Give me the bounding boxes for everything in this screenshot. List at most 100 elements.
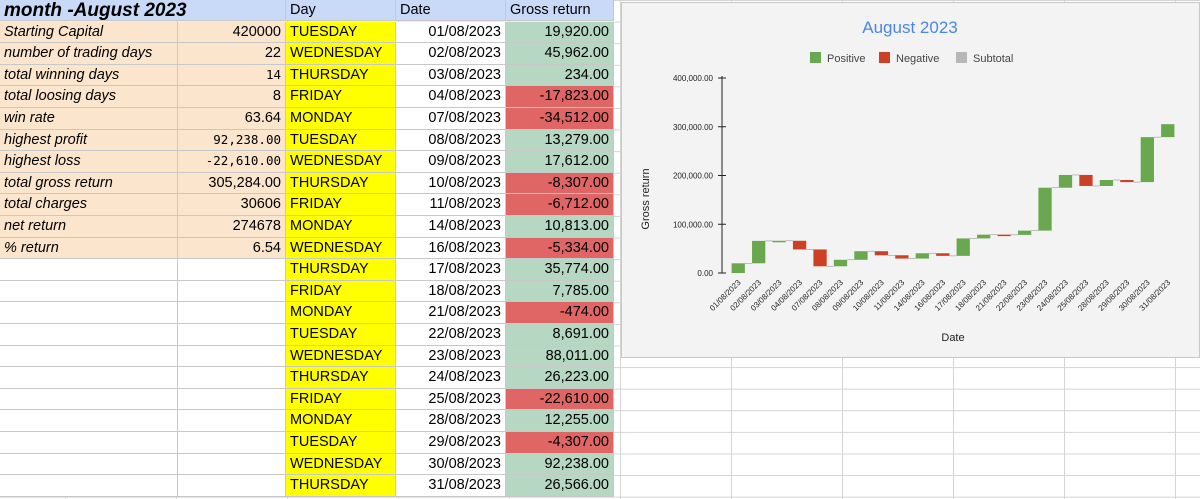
stat-label[interactable]: net return bbox=[0, 216, 178, 238]
stat-value[interactable]: 14 bbox=[178, 64, 286, 87]
gross-return-cell[interactable]: 10,813.00 bbox=[506, 216, 614, 238]
gross-return-cell[interactable]: -474.00 bbox=[506, 302, 614, 324]
day-cell[interactable]: THURSDAY bbox=[286, 172, 396, 195]
day-cell[interactable]: MONDAY bbox=[286, 108, 396, 130]
empty-cell[interactable] bbox=[178, 410, 286, 432]
stat-label[interactable]: number of trading days bbox=[0, 43, 178, 65]
day-cell[interactable]: TUESDAY bbox=[286, 432, 396, 454]
gross-return-column-header[interactable]: Gross return bbox=[506, 0, 614, 21]
gross-return-cell[interactable]: 8,691.00 bbox=[506, 324, 614, 346]
day-cell[interactable]: THURSDAY bbox=[286, 259, 396, 281]
stat-label[interactable]: total loosing days bbox=[0, 86, 178, 108]
stat-label[interactable]: total charges bbox=[0, 194, 178, 216]
stat-value[interactable]: 6.54 bbox=[178, 237, 286, 260]
empty-cell[interactable] bbox=[0, 410, 178, 432]
stat-value[interactable]: 420000 bbox=[178, 21, 286, 44]
empty-cell[interactable] bbox=[178, 280, 286, 303]
day-cell[interactable]: FRIDAY bbox=[286, 388, 396, 411]
empty-cell[interactable] bbox=[178, 432, 286, 454]
empty-cell[interactable] bbox=[0, 324, 178, 346]
day-column-header[interactable]: Day bbox=[286, 0, 396, 21]
empty-cell[interactable] bbox=[178, 302, 286, 324]
waterfall-chart[interactable]: August 2023 Positive Negative Subtotal 0… bbox=[621, 2, 1200, 358]
stat-value[interactable]: 63.64 bbox=[178, 108, 286, 130]
gross-return-cell[interactable]: -6,712.00 bbox=[506, 194, 614, 216]
date-cell[interactable]: 21/08/2023 bbox=[396, 302, 506, 324]
date-cell[interactable]: 07/08/2023 bbox=[396, 108, 506, 130]
date-cell[interactable]: 04/08/2023 bbox=[396, 86, 506, 108]
date-cell[interactable]: 14/08/2023 bbox=[396, 216, 506, 238]
day-cell[interactable]: THURSDAY bbox=[286, 475, 396, 497]
empty-cell[interactable] bbox=[0, 345, 178, 368]
date-cell[interactable]: 09/08/2023 bbox=[396, 151, 506, 173]
date-cell[interactable]: 01/08/2023 bbox=[396, 21, 506, 44]
stat-value[interactable]: 274678 bbox=[178, 216, 286, 238]
date-cell[interactable]: 17/08/2023 bbox=[396, 259, 506, 281]
stat-label[interactable]: % return bbox=[0, 237, 178, 260]
empty-cell[interactable] bbox=[0, 367, 178, 389]
empty-cell[interactable] bbox=[178, 259, 286, 281]
date-cell[interactable]: 29/08/2023 bbox=[396, 432, 506, 454]
stat-label[interactable]: win rate bbox=[0, 108, 178, 130]
day-cell[interactable]: MONDAY bbox=[286, 410, 396, 432]
day-cell[interactable]: THURSDAY bbox=[286, 64, 396, 87]
stat-label[interactable]: total gross return bbox=[0, 172, 178, 195]
empty-cell[interactable] bbox=[0, 302, 178, 324]
gross-return-cell[interactable]: 92,238.00 bbox=[506, 453, 614, 476]
gross-return-cell[interactable]: 12,255.00 bbox=[506, 410, 614, 432]
stat-label[interactable]: highest loss bbox=[0, 151, 178, 173]
date-cell[interactable]: 22/08/2023 bbox=[396, 324, 506, 346]
stat-value[interactable]: 305,284.00 bbox=[178, 172, 286, 195]
empty-cell[interactable] bbox=[0, 259, 178, 281]
stat-label[interactable]: highest profit bbox=[0, 129, 178, 152]
date-cell[interactable]: 24/08/2023 bbox=[396, 367, 506, 389]
day-cell[interactable]: TUESDAY bbox=[286, 129, 396, 152]
gross-return-cell[interactable]: -4,307.00 bbox=[506, 432, 614, 454]
gross-return-cell[interactable]: 35,774.00 bbox=[506, 259, 614, 281]
date-cell[interactable]: 28/08/2023 bbox=[396, 410, 506, 432]
stat-label[interactable]: Starting Capital bbox=[0, 21, 178, 44]
date-cell[interactable]: 08/08/2023 bbox=[396, 129, 506, 152]
date-cell[interactable]: 25/08/2023 bbox=[396, 388, 506, 411]
date-cell[interactable]: 23/08/2023 bbox=[396, 345, 506, 368]
date-cell[interactable]: 03/08/2023 bbox=[396, 64, 506, 87]
gross-return-cell[interactable]: 7,785.00 bbox=[506, 280, 614, 303]
day-cell[interactable]: WEDNESDAY bbox=[286, 151, 396, 173]
gross-return-cell[interactable]: 19,920.00 bbox=[506, 21, 614, 44]
day-cell[interactable]: FRIDAY bbox=[286, 280, 396, 303]
gross-return-cell[interactable]: -5,334.00 bbox=[506, 237, 614, 260]
gross-return-cell[interactable]: 234.00 bbox=[506, 64, 614, 87]
gross-return-cell[interactable]: -34,512.00 bbox=[506, 108, 614, 130]
day-cell[interactable]: FRIDAY bbox=[286, 86, 396, 108]
day-cell[interactable]: WEDNESDAY bbox=[286, 43, 396, 65]
stat-value[interactable]: -22,610.00 bbox=[178, 151, 286, 173]
stat-label[interactable]: total winning days bbox=[0, 64, 178, 87]
day-cell[interactable]: TUESDAY bbox=[286, 21, 396, 44]
gross-return-cell[interactable]: 13,279.00 bbox=[506, 129, 614, 152]
day-cell[interactable]: THURSDAY bbox=[286, 367, 396, 389]
date-cell[interactable]: 11/08/2023 bbox=[396, 194, 506, 216]
empty-cell[interactable] bbox=[178, 388, 286, 411]
date-cell[interactable]: 02/08/2023 bbox=[396, 43, 506, 65]
gross-return-cell[interactable]: -17,823.00 bbox=[506, 86, 614, 108]
gross-return-cell[interactable]: 88,011.00 bbox=[506, 345, 614, 368]
gross-return-cell[interactable]: 26,566.00 bbox=[506, 475, 614, 497]
stat-value[interactable]: 8 bbox=[178, 86, 286, 108]
empty-cell[interactable] bbox=[178, 345, 286, 368]
empty-cell[interactable] bbox=[0, 453, 178, 476]
day-cell[interactable]: FRIDAY bbox=[286, 194, 396, 216]
date-cell[interactable]: 18/08/2023 bbox=[396, 280, 506, 303]
empty-cell[interactable] bbox=[0, 475, 178, 497]
day-cell[interactable]: TUESDAY bbox=[286, 324, 396, 346]
gross-return-cell[interactable]: -22,610.00 bbox=[506, 388, 614, 411]
date-cell[interactable]: 30/08/2023 bbox=[396, 453, 506, 476]
empty-cell[interactable] bbox=[178, 367, 286, 389]
empty-cell[interactable] bbox=[0, 280, 178, 303]
sheet-title[interactable]: month -August 2023 bbox=[0, 0, 286, 21]
gross-return-cell[interactable]: -8,307.00 bbox=[506, 172, 614, 195]
day-cell[interactable]: WEDNESDAY bbox=[286, 345, 396, 368]
stat-value[interactable]: 22 bbox=[178, 43, 286, 65]
stat-value[interactable]: 30606 bbox=[178, 194, 286, 216]
empty-cell[interactable] bbox=[178, 475, 286, 497]
day-cell[interactable]: WEDNESDAY bbox=[286, 453, 396, 476]
